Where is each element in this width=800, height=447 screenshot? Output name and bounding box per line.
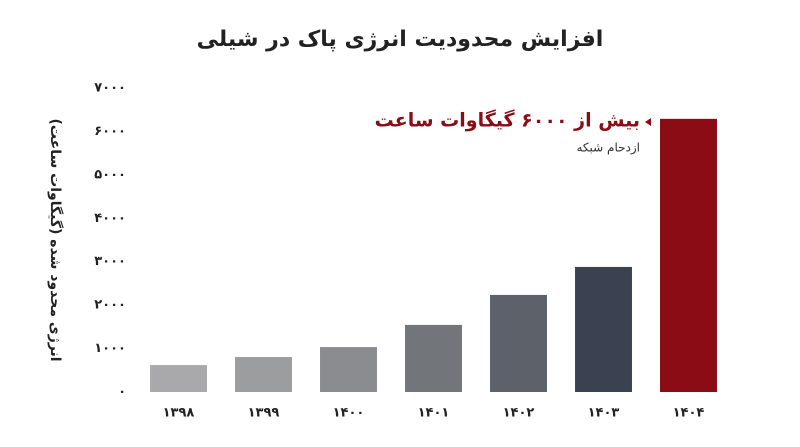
bar bbox=[405, 324, 462, 392]
y-tick-label: ۶۰۰۰ bbox=[94, 124, 126, 139]
x-tick-label: ۱۳۹۸ bbox=[163, 406, 195, 421]
x-tick-label: ۱۴۰۰ bbox=[333, 406, 365, 421]
y-axis-label: انرژی محدود شده (گیگاوات ساعت) bbox=[47, 118, 64, 361]
x-tick-label: ۱۳۹۹ bbox=[248, 406, 280, 421]
y-tick-label: ۳۰۰۰ bbox=[94, 254, 126, 269]
annotation-title: بیش از ۶۰۰۰ گیگاوات ساعت bbox=[375, 109, 640, 132]
y-tick-label: ۱۰۰۰ bbox=[94, 341, 126, 356]
y-tick-label: ۵۰۰۰ bbox=[94, 167, 126, 182]
x-tick-label: ۱۴۰۳ bbox=[588, 406, 620, 421]
bar bbox=[235, 357, 292, 392]
y-tick-label: ۴۰۰۰ bbox=[94, 211, 126, 226]
x-tick-label: ۱۴۰۱ bbox=[418, 406, 450, 421]
bar bbox=[575, 266, 632, 392]
y-tick-label: ۲۰۰۰ bbox=[94, 298, 126, 313]
annotation-pointer bbox=[645, 118, 651, 126]
x-tick-label: ۱۴۰۴ bbox=[673, 406, 705, 421]
y-tick-label: ۷۰۰۰ bbox=[94, 81, 126, 96]
y-tick-label: ۰ bbox=[118, 385, 126, 400]
bar bbox=[320, 347, 377, 392]
annotation-subtitle: ازدحام شبکه bbox=[576, 141, 640, 156]
chart-title: افزایش محدودیت انرژی پاک در شیلی bbox=[197, 27, 604, 52]
bar bbox=[490, 294, 547, 392]
bar bbox=[150, 365, 207, 392]
x-tick-label: ۱۴۰۲ bbox=[503, 406, 535, 421]
bar bbox=[660, 118, 717, 392]
